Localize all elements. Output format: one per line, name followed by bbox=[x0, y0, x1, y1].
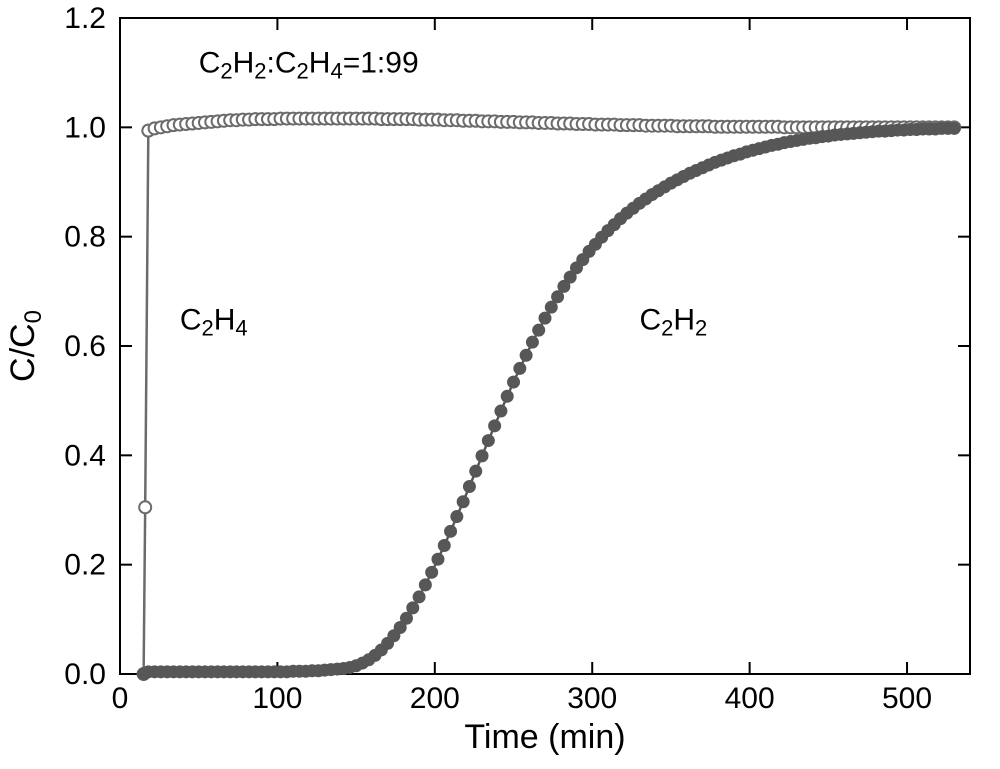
marker bbox=[476, 450, 488, 462]
marker bbox=[501, 390, 513, 402]
marker bbox=[526, 336, 538, 348]
marker bbox=[426, 566, 438, 578]
marker bbox=[413, 591, 425, 603]
marker bbox=[520, 349, 532, 361]
x-tick-label: 0 bbox=[112, 682, 129, 715]
y-tick-label: 0.0 bbox=[64, 658, 106, 691]
marker bbox=[407, 602, 419, 614]
marker bbox=[508, 376, 520, 388]
marker bbox=[482, 435, 494, 447]
y-tick-label: 0.4 bbox=[64, 439, 106, 472]
x-tick-label: 100 bbox=[252, 682, 302, 715]
y-tick-label: 1.2 bbox=[64, 2, 106, 35]
x-tick-label: 500 bbox=[882, 682, 932, 715]
marker bbox=[514, 362, 526, 374]
marker bbox=[463, 480, 475, 492]
x-axis-label: Time (min) bbox=[464, 718, 625, 756]
marker bbox=[432, 553, 444, 565]
marker bbox=[457, 496, 469, 508]
breakthrough-chart: 0 100 200 300 400 500 0.0 0.2 0.4 0.6 0.8 1.0 1.2 Tim… bbox=[0, 0, 1000, 769]
marker bbox=[948, 122, 960, 134]
x-tick-label: 300 bbox=[567, 682, 617, 715]
marker bbox=[545, 301, 557, 313]
marker bbox=[438, 540, 450, 552]
ratio-annotation: C2H2:C2H4=1:99 bbox=[199, 47, 419, 84]
marker bbox=[533, 324, 545, 336]
marker bbox=[552, 291, 564, 303]
marker bbox=[445, 525, 457, 537]
x-tick-label: 400 bbox=[725, 682, 775, 715]
marker bbox=[495, 405, 507, 417]
chart-container: 0 100 200 300 400 500 0.0 0.2 0.4 0.6 0.8 1.0 1.2 Tim… bbox=[0, 0, 1000, 769]
y-tick-label: 0.2 bbox=[64, 549, 106, 582]
y-tick-label: 0.6 bbox=[64, 330, 106, 363]
marker bbox=[470, 465, 482, 477]
y-tick-label: 1.0 bbox=[64, 111, 106, 144]
marker bbox=[451, 511, 463, 523]
marker bbox=[539, 312, 551, 324]
marker bbox=[400, 612, 412, 624]
marker bbox=[489, 420, 501, 432]
y-tick-label: 0.8 bbox=[64, 221, 106, 254]
marker bbox=[139, 501, 151, 513]
x-tick-label: 200 bbox=[410, 682, 460, 715]
marker bbox=[419, 579, 431, 591]
